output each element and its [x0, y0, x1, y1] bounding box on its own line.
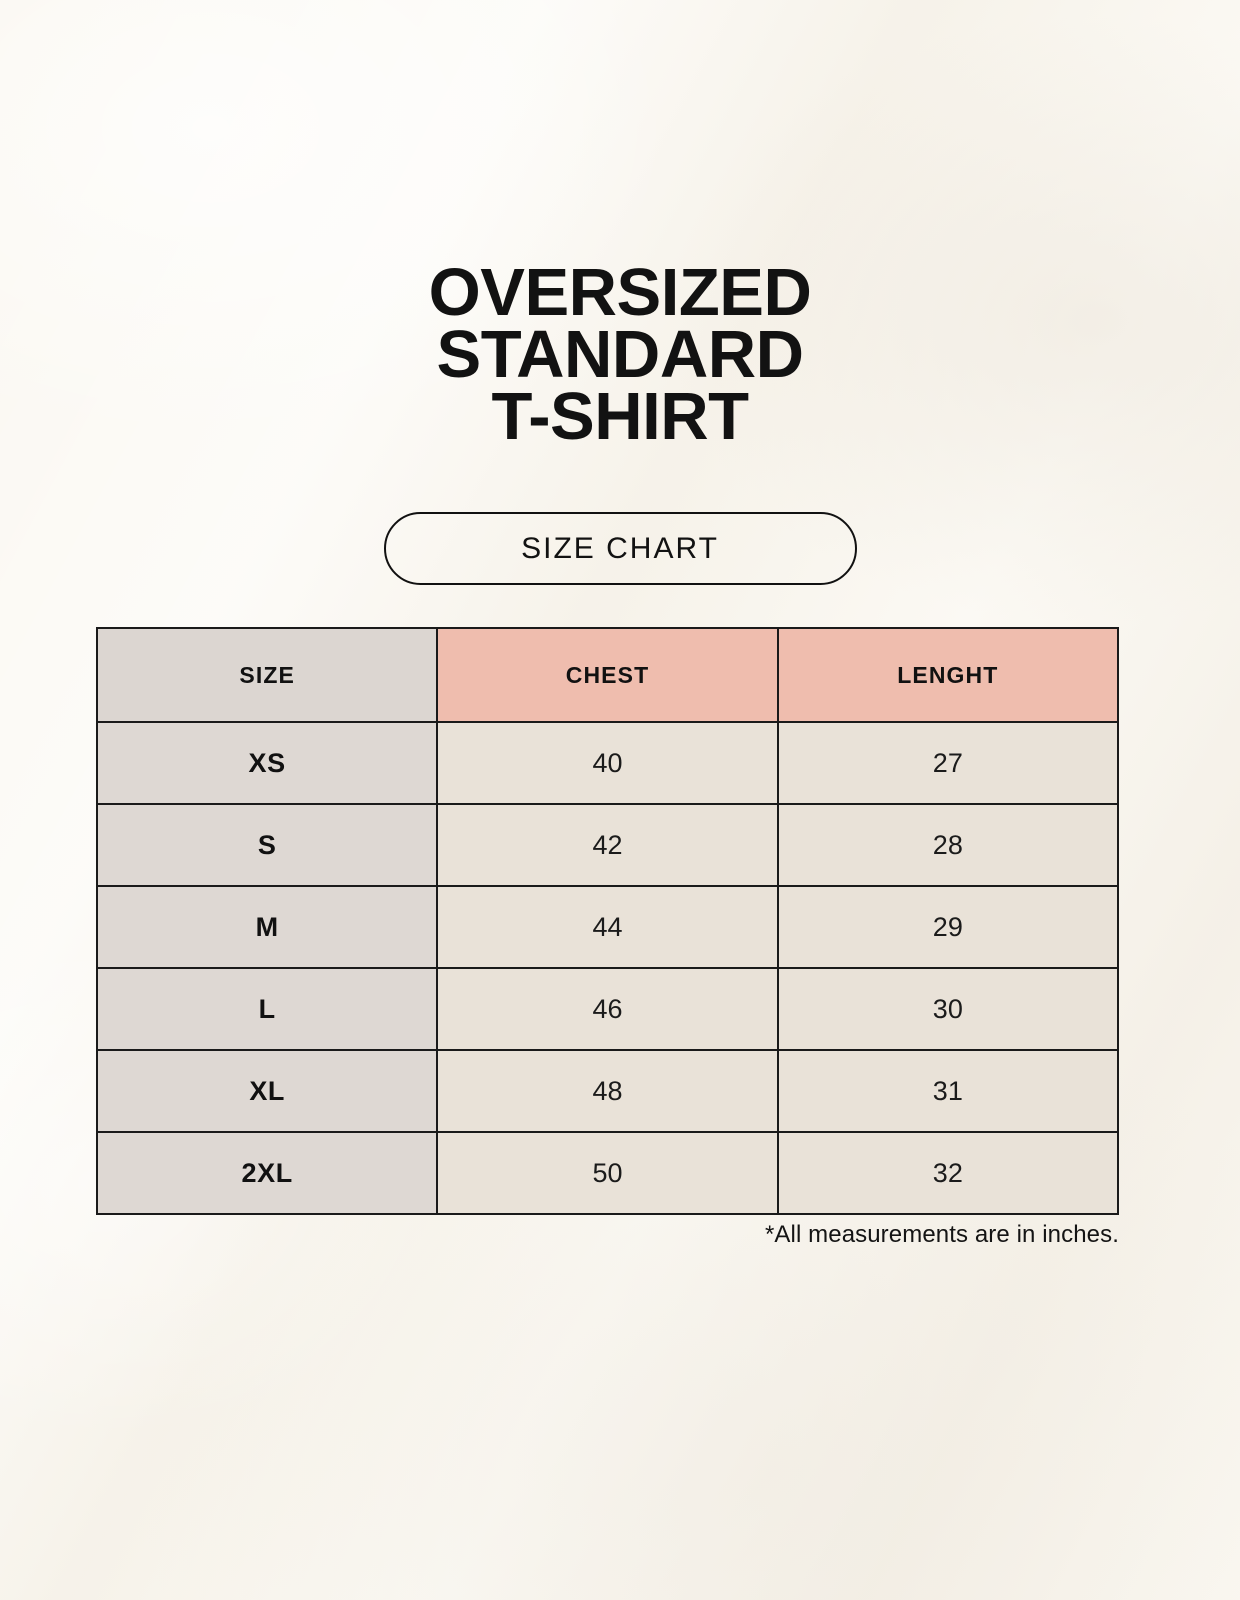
size-chart-badge: SIZE CHART — [383, 512, 857, 585]
cell-size: XL — [95, 1049, 439, 1133]
cell-size: L — [95, 967, 439, 1051]
column-header-size: SIZE — [95, 627, 439, 723]
cell-chest: 46 — [436, 967, 779, 1051]
table-row: 2XL 50 32 — [95, 1131, 1120, 1215]
table-header: SIZE CHEST LENGHT — [95, 627, 1120, 723]
cell-size: S — [95, 803, 439, 887]
size-chart-table: SIZE CHEST LENGHT XS 40 27 S 42 28 M — [95, 627, 1120, 1215]
cell-chest: 50 — [436, 1131, 779, 1215]
cell-chest: 40 — [436, 721, 779, 805]
column-header-chest: CHEST — [436, 627, 779, 723]
cell-chest: 48 — [436, 1049, 779, 1133]
table-row: M 44 29 — [95, 885, 1120, 969]
page-title-line-3: T-SHIRT — [491, 379, 749, 454]
column-header-length: LENGHT — [776, 627, 1120, 723]
page-title-line-1: OVERSIZED — [428, 255, 812, 330]
cell-length: 29 — [776, 885, 1120, 969]
cell-length: 32 — [776, 1131, 1120, 1215]
cell-length: 31 — [776, 1049, 1120, 1133]
page-title: OVERSIZED STANDARD T-SHIRT — [0, 255, 1240, 454]
cell-size: M — [95, 885, 439, 969]
table-row: S 42 28 — [95, 803, 1120, 887]
cell-length: 30 — [776, 967, 1120, 1051]
size-chart-badge-label: SIZE CHART — [521, 531, 719, 565]
cell-chest: 44 — [436, 885, 779, 969]
cell-length: 28 — [776, 803, 1120, 887]
size-chart-badge-container: SIZE CHART — [0, 512, 1240, 585]
cell-length: 27 — [776, 721, 1120, 805]
cell-chest: 42 — [436, 803, 779, 887]
page-title-line-2: STANDARD — [436, 317, 804, 392]
table-body: XS 40 27 S 42 28 M 44 29 L 46 30 — [95, 721, 1120, 1215]
cell-size: 2XL — [95, 1131, 439, 1215]
cell-size: XS — [95, 721, 439, 805]
table-row: XS 40 27 — [95, 721, 1120, 805]
table-header-row: SIZE CHEST LENGHT — [95, 627, 1120, 723]
measurement-footnote: *All measurements are in inches. — [764, 1221, 1119, 1248]
table-row: XL 48 31 — [95, 1049, 1120, 1133]
size-chart-table-container: SIZE CHEST LENGHT XS 40 27 S 42 28 M — [95, 627, 1120, 1215]
table-row: L 46 30 — [95, 967, 1120, 1051]
